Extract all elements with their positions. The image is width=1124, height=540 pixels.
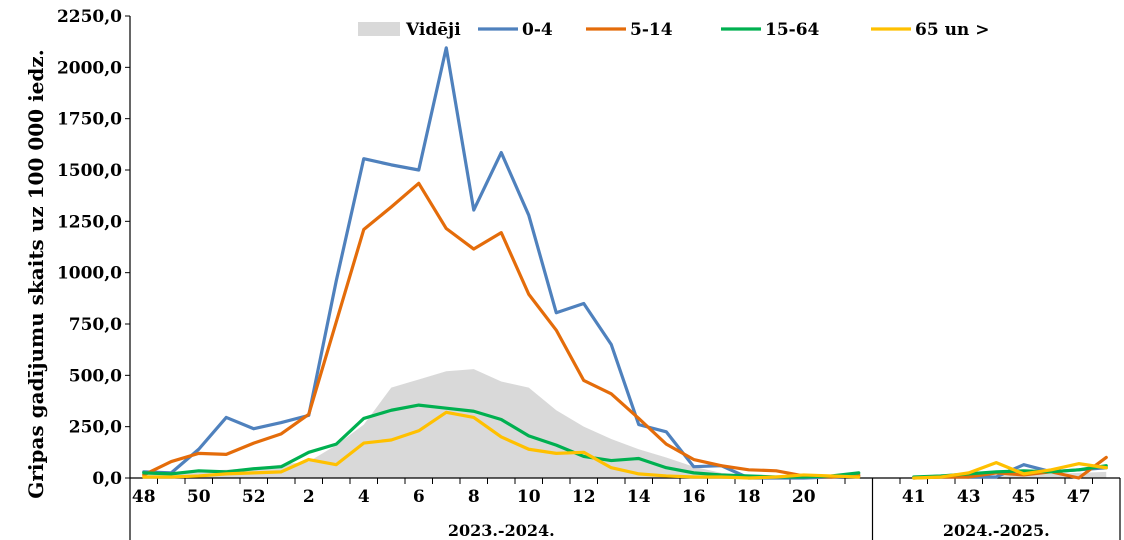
x-tick-label: 18: [737, 487, 761, 507]
x-tick-label: 52: [242, 487, 266, 507]
x-tick-label: 2: [303, 487, 315, 507]
x-tick-label: 14: [627, 487, 651, 507]
y-tick-label: 1000,0: [57, 264, 122, 284]
legend-label-videji: Vidēji: [405, 20, 461, 40]
series-line-65-un-: [142, 410, 1108, 480]
series-lines: [142, 46, 1108, 480]
y-tick-label: 500,0: [69, 366, 122, 386]
y-tick-label: 1500,0: [57, 161, 122, 181]
legend-label-3: 65 un >: [915, 20, 989, 40]
y-tick-label: 2000,0: [57, 58, 122, 78]
legend-swatch-videji: [358, 22, 400, 36]
season-label: 2024.-2025.: [943, 521, 1050, 540]
y-tick-labels: 0,0 250,0 500,0 750,0 1000,0 1250,0 1500,0 1750…: [57, 7, 130, 489]
x-tick-label: 8: [468, 487, 480, 507]
y-tick-label: 1250,0: [57, 212, 122, 232]
x-tick-label: 16: [682, 487, 706, 507]
x-tick-labels: 48 50 52 2 4 6 8 10 12 14 16 18 20 41 43 45 47: [132, 478, 1093, 507]
average-area: [143, 369, 1107, 478]
x-tick-label: 43: [957, 487, 981, 507]
x-tick-label: 12: [572, 487, 596, 507]
legend-label-1: 5-14: [630, 20, 673, 40]
x-tick-label: 48: [132, 487, 156, 507]
y-axis-label: Gripas gadījumu skaits uz 100 000 iedz.: [24, 49, 48, 498]
legend-label-2: 15-64: [765, 20, 820, 40]
legend-label-0: 0-4: [522, 20, 553, 40]
y-tick-label: 2250,0: [57, 7, 122, 27]
x-tick-label: 41: [902, 487, 926, 507]
axes-layer: [129, 16, 1120, 479]
average-area-layer: [143, 369, 1107, 478]
y-tick-label: 0,0: [92, 469, 122, 489]
season-label: 2023.-2024.: [448, 521, 555, 540]
x-tick-label: 45: [1012, 487, 1036, 507]
y-tick-label: 1750,0: [57, 110, 122, 130]
x-tick-label: 10: [517, 487, 541, 507]
x-tick-label: 47: [1067, 487, 1091, 507]
legend: Vidēji 0-4 5-14 15-64 65 un >: [358, 20, 989, 40]
x-tick-label: 6: [413, 487, 425, 507]
series-line-5-14: [142, 181, 1108, 480]
x-tick-label: 50: [187, 487, 211, 507]
y-tick-label: 250,0: [69, 418, 122, 438]
x-tick-label: 4: [358, 487, 370, 507]
x-tick-label: 20: [792, 487, 816, 507]
series-line-0-4: [142, 46, 1108, 480]
season-labels: 2023.-2024. 2024.-2025.: [129, 478, 1121, 540]
y-tick-label: 750,0: [69, 315, 122, 335]
